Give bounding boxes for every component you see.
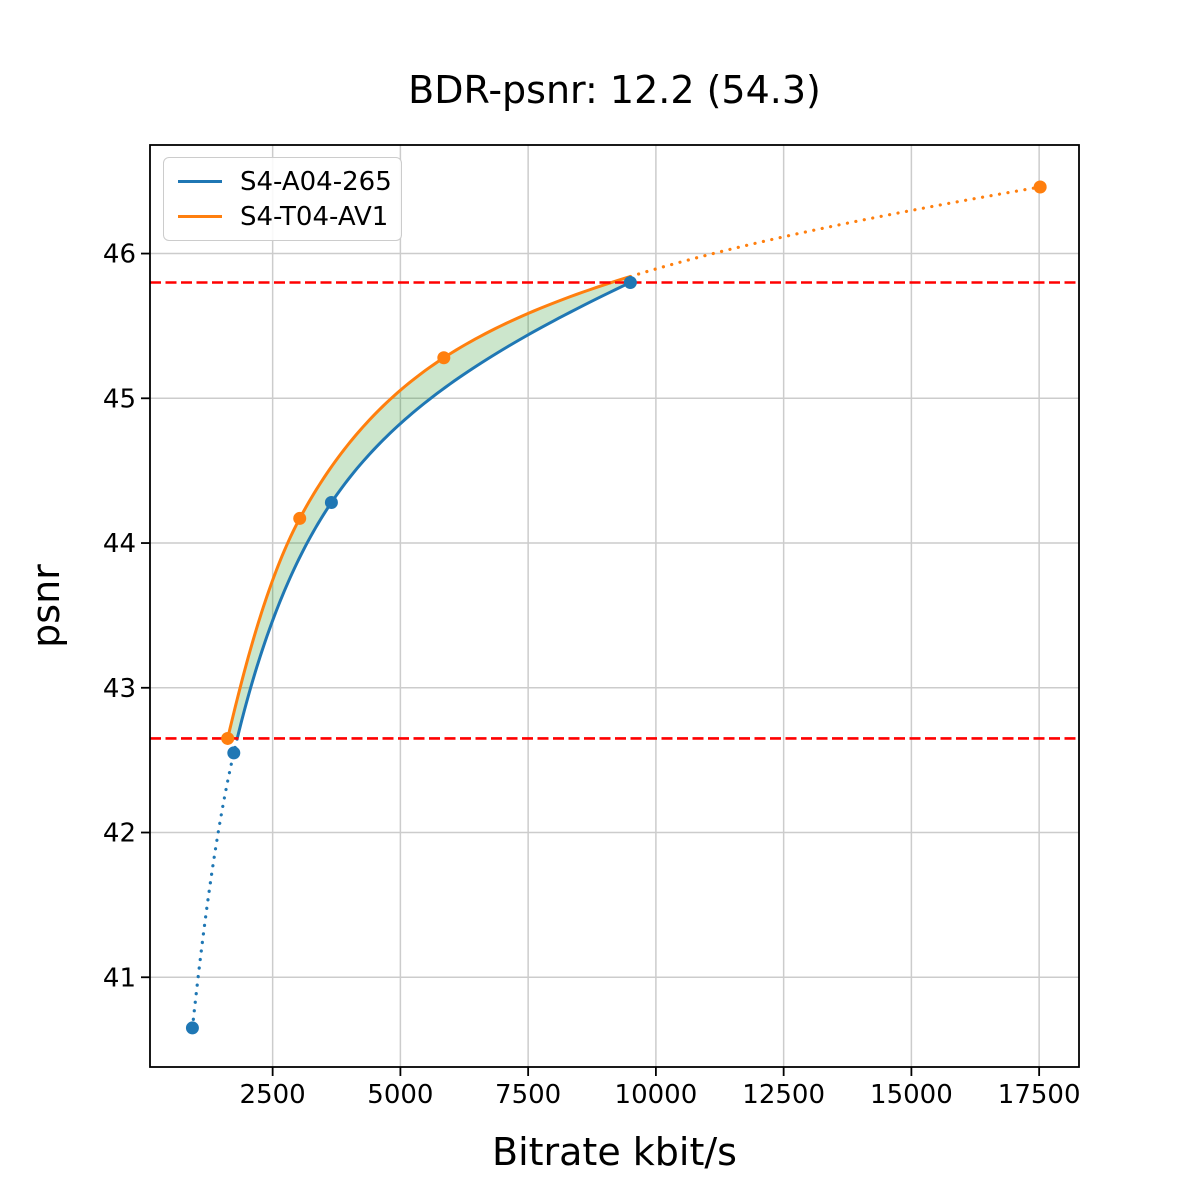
y-tick-label: 42 [103, 819, 136, 849]
plot-area [150, 180, 1079, 1035]
bd-area-fill [227, 276, 631, 739]
y-tick-label: 43 [103, 674, 136, 704]
y-axis-label: psnr [24, 564, 68, 648]
legend-line-swatch-blue [178, 179, 222, 184]
x-tick-label: 7500 [495, 1080, 561, 1110]
data-point-s4-t04-av1 [437, 351, 451, 365]
data-point-s4-a04-265 [623, 276, 637, 290]
series-line-s4-a04-265-solid [235, 281, 631, 739]
data-point-s4-a04-265 [227, 746, 241, 760]
y-tick-label: 44 [103, 529, 136, 559]
legend: S4-A04-265 S4-T04-AV1 [163, 157, 402, 241]
legend-entry-s4-t04-av1: S4-T04-AV1 [178, 201, 389, 232]
legend-entry-s4-a04-265: S4-A04-265 [178, 166, 392, 197]
x-tick-label: 15000 [870, 1080, 953, 1110]
y-tick-label: 46 [103, 240, 136, 270]
series-line-s4-t04-av1-solid [226, 275, 631, 739]
series-line-s4-t04-av1-dotted [628, 185, 1042, 279]
x-tick-label: 5000 [367, 1080, 433, 1110]
x-tick-label: 17500 [998, 1080, 1081, 1110]
legend-line-swatch-orange [178, 214, 222, 219]
x-tick-label: 12500 [742, 1080, 825, 1110]
legend-label-s4-t04-av1: S4-T04-AV1 [240, 201, 389, 232]
x-axis-label: Bitrate kbit/s [492, 1130, 737, 1174]
chart-title: BDR-psnr: 12.2 (54.3) [408, 68, 821, 112]
data-point-s4-t04-av1 [221, 731, 235, 745]
x-tick-label: 10000 [615, 1080, 698, 1110]
y-tick-label: 41 [103, 963, 136, 993]
y-tick-label: 45 [103, 384, 136, 414]
data-point-s4-t04-av1 [1033, 180, 1047, 194]
series-line-s4-a04-265-dotted [190, 736, 239, 1030]
axes-spines [149, 144, 1080, 1068]
data-point-s4-t04-av1 [293, 511, 307, 525]
data-point-s4-a04-265 [324, 496, 338, 510]
legend-label-s4-a04-265: S4-A04-265 [240, 166, 392, 197]
x-tick-label: 2500 [240, 1080, 306, 1110]
data-point-s4-a04-265 [185, 1021, 199, 1035]
